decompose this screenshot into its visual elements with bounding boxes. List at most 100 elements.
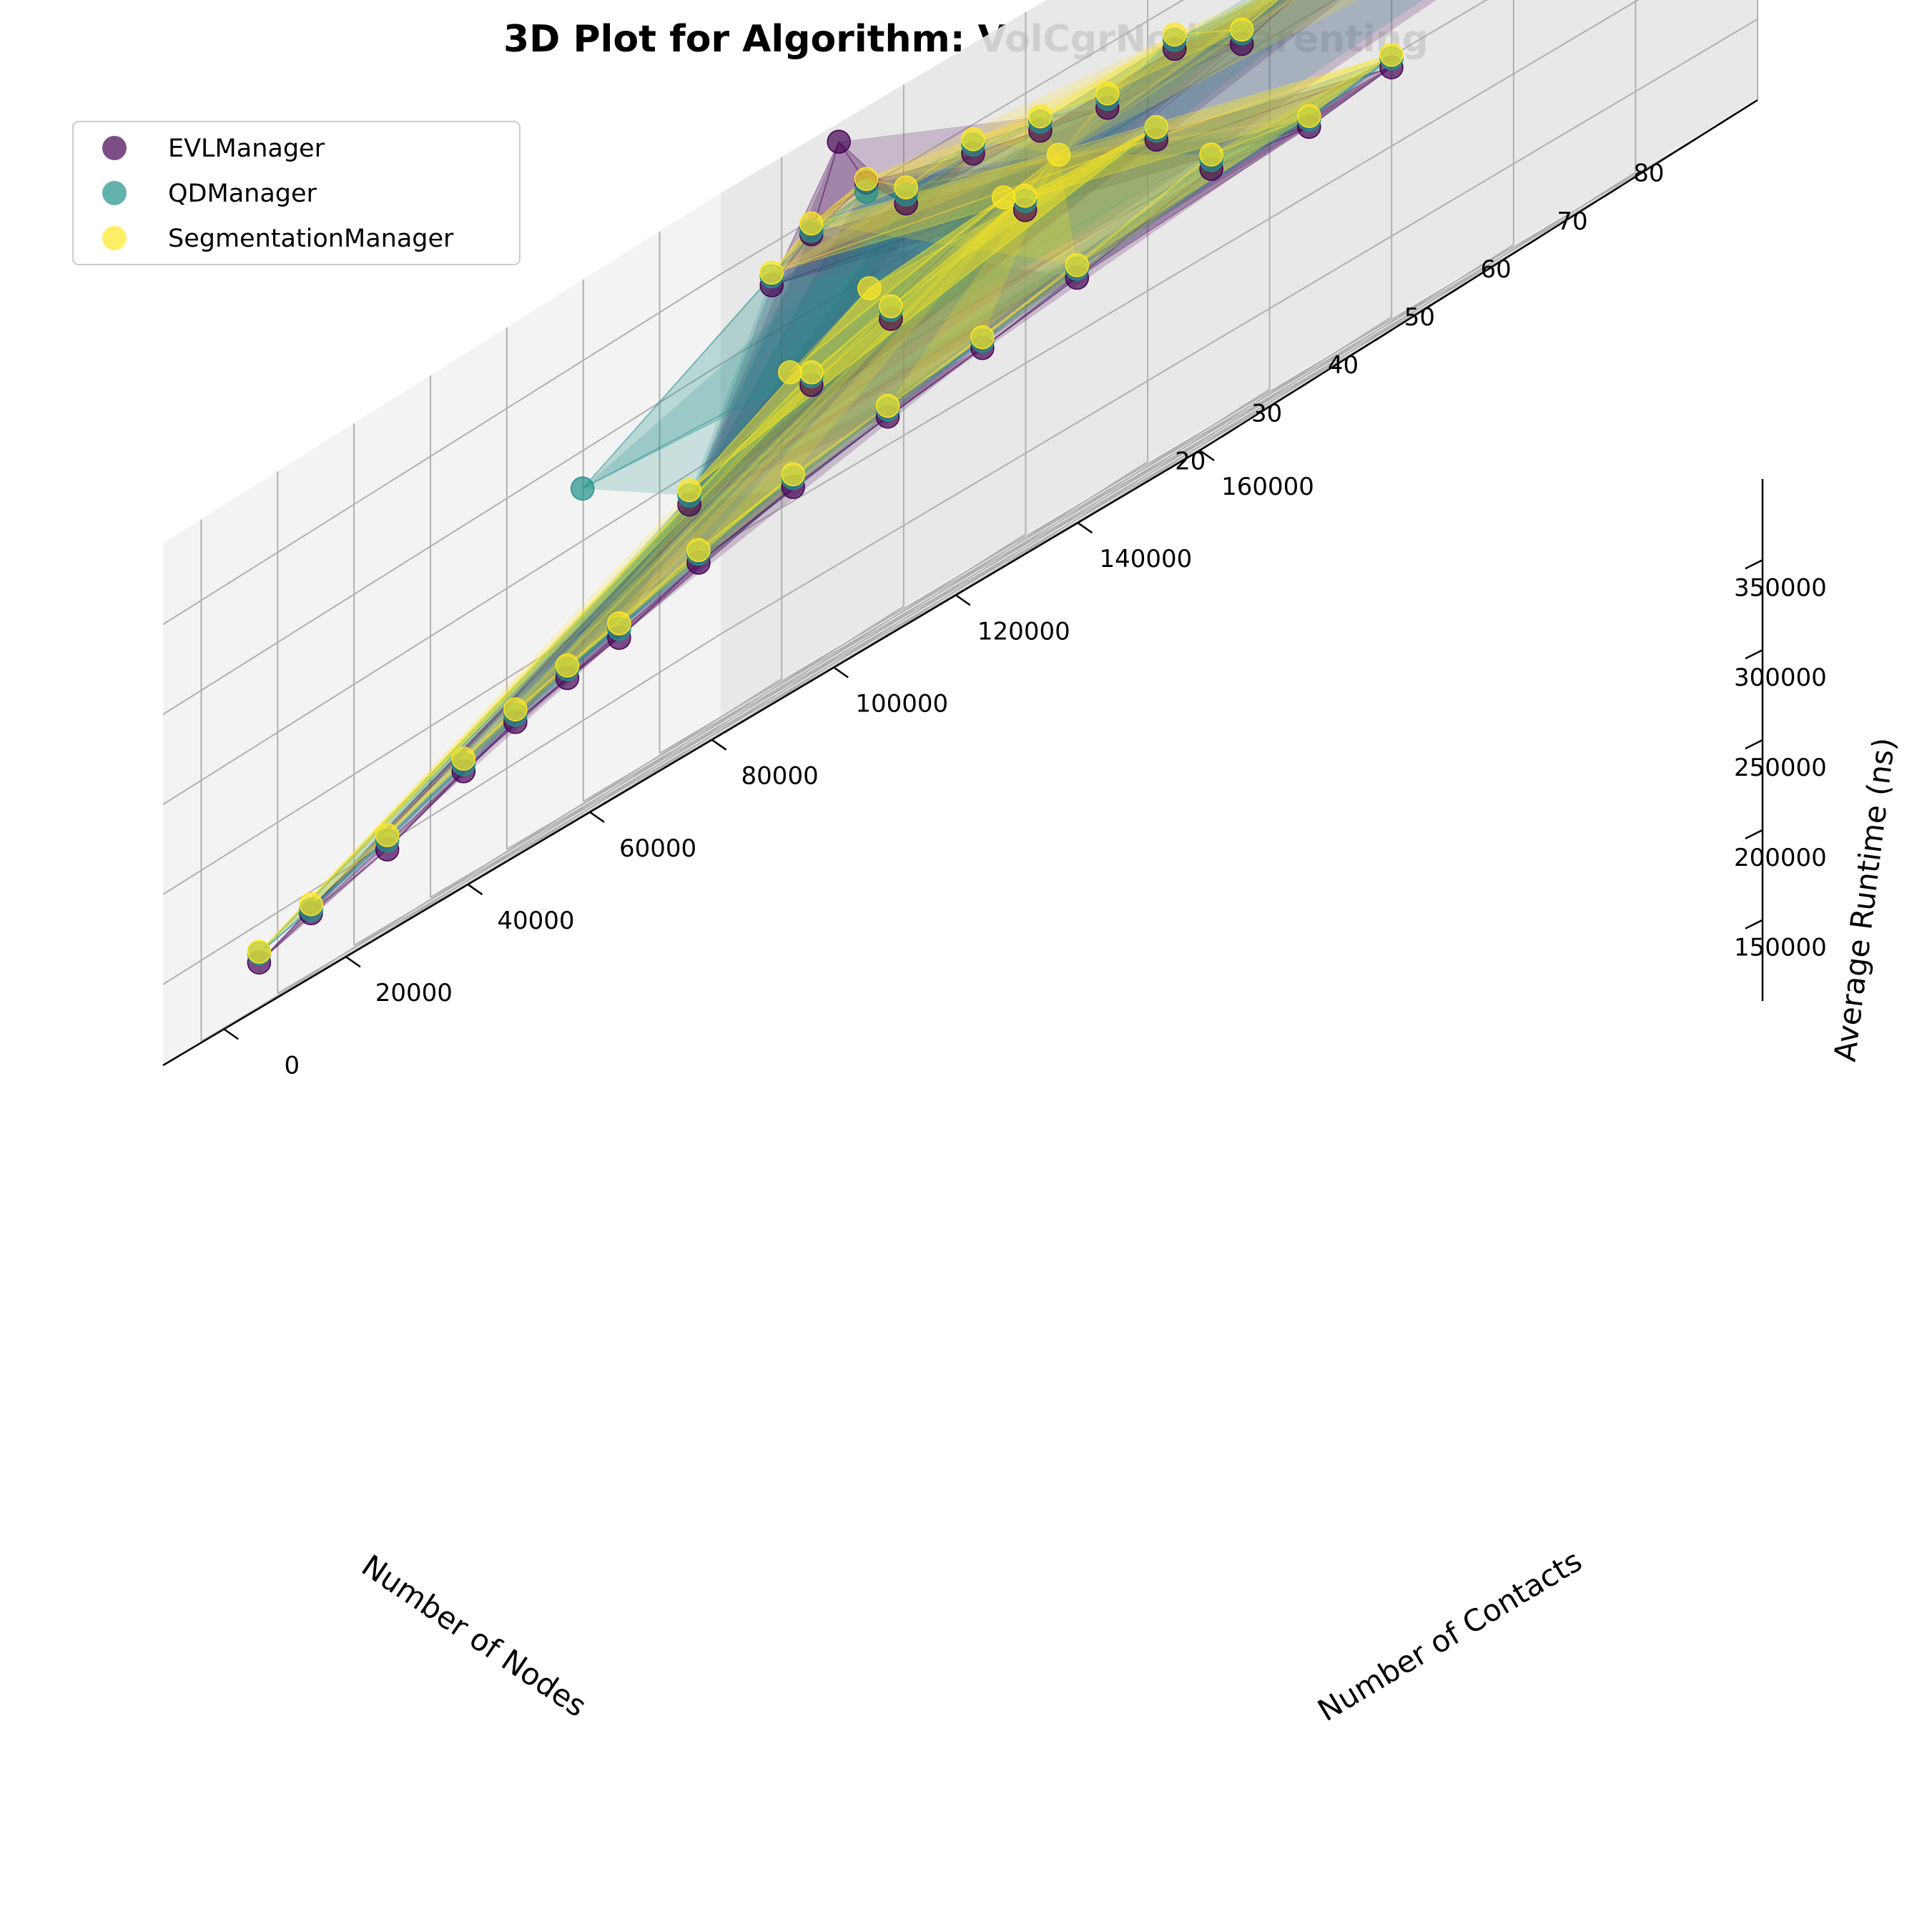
data-point-SegmentationManager xyxy=(1012,183,1038,208)
surface-face-1 xyxy=(582,144,973,496)
surface-face-2 xyxy=(1058,0,1277,155)
data-point-QDManager xyxy=(570,476,595,501)
y-tick-label: 60000 xyxy=(619,834,696,863)
data-point-EVLManager xyxy=(827,129,851,154)
surface-face-0 xyxy=(311,504,690,914)
data-point-SegmentationManager xyxy=(857,276,882,300)
data-point-SegmentationManager xyxy=(875,393,900,418)
y-tick-mark xyxy=(589,811,605,823)
surface-face-2 xyxy=(387,709,516,836)
grid-line-z-left xyxy=(162,453,721,805)
surface-face-0 xyxy=(689,0,1436,505)
surface-face-0 xyxy=(689,139,1157,505)
data-point-SegmentationManager xyxy=(1297,104,1321,129)
z-tick-mark xyxy=(1745,739,1763,750)
grid-line-z-left xyxy=(162,273,721,626)
data-point-SegmentationManager xyxy=(799,211,824,236)
grid-line-y-floor xyxy=(955,244,1514,596)
right-pane xyxy=(721,0,1758,715)
grid-line-z-left xyxy=(162,543,721,895)
x-tick-label: 60 xyxy=(1481,255,1512,284)
y-tick-mark xyxy=(467,884,483,896)
surface-face-2 xyxy=(1040,34,1176,117)
surface-face-0 xyxy=(463,487,794,771)
legend-marker xyxy=(102,136,127,160)
grid-line-y-floor xyxy=(467,533,1027,885)
x-tick-mark xyxy=(1298,378,1315,390)
surface-face-2 xyxy=(1107,29,1243,94)
surface-face-0 xyxy=(258,318,892,963)
surface-face-1 xyxy=(982,159,1212,342)
surface-face-0 xyxy=(566,562,699,679)
x-tick-label: 20 xyxy=(1175,447,1206,475)
x-tick-mark xyxy=(1604,185,1621,197)
y-tick-mark xyxy=(833,666,849,679)
surface-face-1 xyxy=(689,0,1334,496)
surface-face-1 xyxy=(258,375,812,954)
data-point-SegmentationManager xyxy=(781,462,805,487)
surface-face-1 xyxy=(689,0,1424,496)
surface-face-2 xyxy=(698,154,1212,551)
surface-face-1 xyxy=(689,0,1280,496)
data-point-SegmentationManager xyxy=(555,653,580,678)
surface-face-1 xyxy=(811,191,907,232)
surface-face-1 xyxy=(689,119,1309,496)
surface-face-2 xyxy=(864,138,974,188)
surface-face-2 xyxy=(311,154,1059,904)
y-tick-label: 80000 xyxy=(741,762,819,791)
surface-face-0 xyxy=(1241,0,1293,45)
surface-face-2 xyxy=(866,34,1175,179)
surface-face-2 xyxy=(811,154,1078,265)
surface-face-2 xyxy=(258,834,388,952)
surface-face-1 xyxy=(311,495,690,910)
surface-face-1 xyxy=(866,144,974,195)
data-point-SegmentationManager xyxy=(1229,17,1254,42)
surface-face-2 xyxy=(890,154,1059,307)
surface-face-2 xyxy=(1058,0,1296,155)
surface-face-2 xyxy=(811,195,1026,373)
grid-line-z-right xyxy=(720,18,1758,635)
y-tick-label: 160000 xyxy=(1221,473,1314,501)
x-tick-label: 30 xyxy=(1251,399,1282,428)
legend-marker xyxy=(102,226,127,250)
data-point-SegmentationManager xyxy=(1095,81,1120,106)
grid-line-z-right xyxy=(720,0,1488,455)
z-tick-mark xyxy=(1745,559,1763,570)
point-layer xyxy=(247,17,1404,975)
grid-line-y-floor xyxy=(223,678,782,1030)
surface-face-2 xyxy=(515,154,1059,710)
surface-face-0 xyxy=(811,209,1026,386)
data-point-SegmentationManager xyxy=(686,538,711,563)
surface-face-2 xyxy=(887,54,1391,406)
legend-label: QDManager xyxy=(168,179,317,208)
axis-lines xyxy=(162,99,1764,1067)
x-tick-label: 50 xyxy=(1404,303,1435,332)
surface-face-1 xyxy=(515,375,812,715)
surface-face-0 xyxy=(258,384,812,963)
y-tick-label: 120000 xyxy=(977,617,1070,646)
surface-face-0 xyxy=(387,721,516,850)
surface-face-1 xyxy=(811,200,1026,377)
data-point-SegmentationManager xyxy=(299,892,323,917)
surface-face-2 xyxy=(567,154,1059,666)
surface-face-0 xyxy=(258,849,388,963)
grid-line-z-right xyxy=(720,0,1640,545)
z-tick-label: 250000 xyxy=(1734,754,1827,782)
surface-face-0 xyxy=(770,66,1392,287)
surface-face-1 xyxy=(1107,32,1243,99)
data-point-SegmentationManager xyxy=(759,260,784,285)
z-tick-label: 350000 xyxy=(1734,573,1827,602)
surface-face-2 xyxy=(789,197,1005,373)
surface-face-2 xyxy=(1174,0,1279,36)
surface-face-0 xyxy=(771,66,1392,286)
grid-line-y-floor xyxy=(345,606,905,958)
surface-face-2 xyxy=(1211,54,1392,155)
surface-face-0 xyxy=(515,385,812,722)
surface-face-0 xyxy=(864,153,974,204)
surface-face-1 xyxy=(689,33,1242,496)
data-point-SegmentationManager xyxy=(854,167,879,192)
grid-line-z-right xyxy=(720,0,1336,365)
surface-face-0 xyxy=(689,0,1342,505)
x-tick-label: 40 xyxy=(1328,351,1359,380)
